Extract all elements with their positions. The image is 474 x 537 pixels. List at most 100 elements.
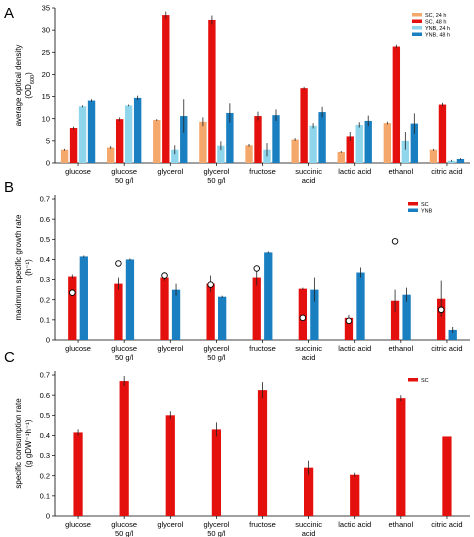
bar-ynb_24h — [355, 124, 363, 163]
bar-ynb — [310, 289, 319, 340]
y-axis-label-line: (g gDW⁻¹h⁻¹) — [24, 419, 33, 467]
bar-ynb_48h — [226, 112, 234, 163]
x-tick-label: glycerol — [157, 344, 183, 353]
x-tick-label: fructose — [249, 167, 276, 176]
x-tick-label: 50 g/l — [207, 529, 226, 537]
x-tick-label: glucose — [65, 344, 91, 353]
data-marker — [253, 265, 260, 272]
legend-swatch — [412, 32, 422, 36]
x-tick-label: succinic — [295, 167, 322, 176]
data-marker — [161, 272, 168, 279]
legend-entry: SC, 48 h — [425, 20, 446, 26]
x-tick-label: glucose — [65, 167, 91, 176]
bar-sc — [350, 474, 360, 516]
bar-sc_48h — [254, 116, 262, 163]
x-tick-label: 50 g/l — [207, 176, 226, 185]
bar-ynb_24h — [171, 149, 179, 163]
bar-sc — [119, 381, 129, 516]
data-marker — [437, 306, 445, 314]
y-tick-label: 0.7 — [40, 195, 50, 204]
bar-ynb_48h — [272, 115, 280, 163]
y-tick-label: 30 — [42, 26, 50, 35]
bar-sc_48h — [438, 104, 447, 163]
bar-sc_48h — [162, 15, 170, 164]
x-tick-label: glycerol — [203, 167, 229, 176]
x-tick-label: citric acid — [431, 520, 462, 529]
bar-sc_24h — [383, 123, 392, 163]
bar-sc_24h — [106, 147, 115, 163]
y-tick-label: 0.4 — [40, 431, 50, 440]
bar-sc_48h — [115, 119, 124, 163]
bar-sc_48h — [208, 19, 216, 164]
x-tick-label: 50 g/l — [115, 529, 134, 537]
y-axis-label-line: (h⁻¹) — [24, 259, 33, 276]
panel-c: C 0 0.1 0.2 0.3 0.4 0.5 0.6 0.7 specific consumpt… — [4, 349, 470, 537]
y-tick-label: 10 — [42, 114, 50, 123]
x-tick-label: lactic acid — [338, 167, 371, 176]
legend-swatch — [412, 26, 422, 30]
legend-swatch — [408, 378, 418, 382]
legend-swatch — [412, 13, 422, 17]
bar-sc_48h — [69, 128, 78, 163]
y-tick-label: 20 — [42, 70, 50, 79]
data-marker — [391, 238, 399, 245]
bar-ynb_24h — [447, 160, 456, 163]
panel-label-c: C — [4, 349, 15, 366]
y-tick-label: 0.2 — [40, 471, 50, 480]
legend-swatch — [408, 208, 418, 212]
bar-sc_24h — [199, 121, 207, 163]
x-tick-label: glucose — [111, 344, 137, 353]
x-tick-label: glycerol — [203, 520, 229, 529]
y-axis-label: average optical density(OD600) — [14, 45, 36, 127]
bar-sc — [73, 432, 83, 516]
data-marker — [115, 260, 122, 267]
y-tick-label: 0 — [46, 512, 50, 521]
x-tick-label: 50 g/l — [207, 353, 226, 362]
bar-ynb_48h — [410, 123, 419, 163]
y-tick-label: 15 — [42, 92, 50, 101]
legend: SC — [408, 378, 429, 384]
bar-sc_24h — [60, 149, 69, 163]
x-tick-label: ethanol — [389, 520, 414, 529]
y-axis-label: specific consumption rate(g gDW⁻¹h⁻¹) — [14, 398, 33, 489]
x-tick-label: glucose — [65, 520, 91, 529]
panel-a: A 0 5 10 15 20 25 30 35 average optical density(O… — [4, 4, 470, 185]
bar-ynb_48h — [133, 97, 142, 163]
panel-label-a: A — [4, 5, 14, 22]
bar-sc_48h — [346, 136, 354, 163]
bar-ynb — [125, 259, 135, 340]
bar-ynb — [356, 272, 365, 340]
y-tick-label: 0.2 — [40, 295, 50, 304]
y-axis-label-subscript: 600 — [30, 75, 36, 84]
y-axis-label-line: (OD600) — [24, 72, 36, 99]
bar-sc — [442, 436, 452, 516]
x-tick-label: 50 g/l — [115, 176, 134, 185]
data-marker — [299, 314, 307, 322]
y-axis-label-line: specific consumption rate — [14, 398, 23, 489]
bar-sc — [68, 276, 77, 340]
bar-ynb_48h — [318, 112, 326, 163]
legend-entry: YNB, 48 h — [425, 33, 450, 39]
bar-sc — [160, 277, 169, 340]
y-axis-label-line: maximum specific growth rate — [14, 214, 23, 320]
y-axis-label-line: average optical density — [14, 45, 23, 127]
bar-ynb — [79, 256, 88, 340]
legend-entry: SC — [421, 202, 429, 208]
legend-entry: SC — [421, 378, 429, 384]
y-tick-label: 0.5 — [40, 411, 50, 420]
bar-sc_24h — [337, 151, 345, 163]
bar-sc — [396, 398, 406, 516]
y-tick-label: 25 — [42, 48, 50, 57]
data-marker — [69, 289, 76, 296]
y-tick-label: 5 — [46, 136, 50, 145]
panel-b: B 0 0.1 0.2 0.3 0.4 0.5 0.6 0.7 maximum specific … — [4, 179, 470, 362]
bar-sc_24h — [291, 139, 299, 163]
x-tick-label: acid — [302, 176, 316, 185]
bar-sc — [390, 300, 400, 340]
x-tick-label: ethanol — [389, 167, 414, 176]
bar-sc — [437, 298, 446, 340]
legend-entry: YNB — [421, 209, 433, 215]
